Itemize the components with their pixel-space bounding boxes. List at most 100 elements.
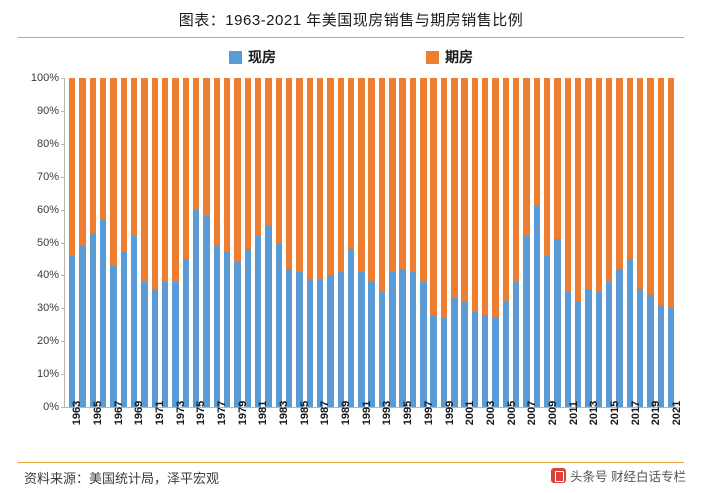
bar-stack[interactable] [647, 78, 654, 407]
bar-stack[interactable] [89, 78, 97, 407]
bar-stack[interactable] [430, 78, 437, 407]
bar-segment-existing-homes [110, 265, 117, 407]
bar-stack[interactable] [68, 78, 76, 407]
bar-segment-new-homes [616, 78, 623, 269]
bar-stack[interactable] [420, 78, 427, 407]
bar-stack[interactable] [265, 78, 272, 407]
bar-stack[interactable] [99, 78, 107, 407]
bar-stack[interactable] [513, 78, 520, 407]
bar-stack[interactable] [337, 78, 344, 407]
bar-segment-new-homes [244, 78, 251, 250]
bar-segment-existing-homes [595, 291, 603, 407]
bar-stack[interactable] [203, 78, 210, 407]
bar-stack[interactable] [368, 78, 375, 407]
bar-stack[interactable] [192, 78, 200, 407]
bar-segment-new-homes [606, 78, 613, 282]
bar-segment-existing-homes [89, 232, 97, 407]
bar-segment-new-homes [234, 78, 241, 263]
bar-slot [542, 78, 552, 407]
bar-segment-new-homes [254, 78, 262, 236]
bar-stack[interactable] [316, 78, 324, 407]
bar-stack[interactable] [564, 78, 572, 407]
bar-slot [170, 78, 180, 407]
bar-stack[interactable] [657, 78, 665, 407]
bar-slot [563, 78, 573, 407]
bar-stack[interactable] [285, 78, 293, 407]
bar-stack[interactable] [523, 78, 530, 407]
x-axis-slot [138, 409, 148, 465]
y-axis-tick [61, 110, 65, 112]
bar-stack[interactable] [151, 78, 158, 407]
bar-stack[interactable] [544, 78, 551, 407]
bar-stack[interactable] [358, 78, 365, 407]
x-axis-slot: 1977 [211, 401, 228, 465]
bar-stack[interactable] [668, 78, 675, 407]
y-axis-tick [61, 374, 65, 376]
bar-stack[interactable] [461, 78, 468, 407]
x-axis-slot [345, 409, 355, 465]
bar-stack[interactable] [575, 78, 582, 407]
bar-stack[interactable] [141, 78, 148, 407]
x-axis-slot [490, 409, 500, 465]
bar-stack[interactable] [130, 78, 138, 407]
bar-stack[interactable] [79, 78, 86, 407]
bar-stack[interactable] [502, 78, 510, 407]
bar-segment-new-homes [306, 78, 313, 279]
legend-item-new: 期房 [426, 47, 473, 67]
bar-stack[interactable] [120, 78, 127, 407]
bar-stack[interactable] [554, 78, 561, 407]
bar-stack[interactable] [626, 78, 634, 407]
bar-stack[interactable] [595, 78, 603, 407]
bar-stack[interactable] [347, 78, 355, 407]
bar-stack[interactable] [327, 78, 334, 407]
bar-stack[interactable] [234, 78, 241, 407]
bar-stack[interactable] [616, 78, 623, 407]
bar-stack[interactable] [110, 78, 117, 407]
bar-segment-new-homes [554, 78, 561, 240]
bar-segment-existing-homes [626, 258, 634, 407]
bar-stack[interactable] [409, 78, 417, 407]
bar-stack[interactable] [399, 78, 406, 407]
bar-stack[interactable] [244, 78, 251, 407]
bar-slot [294, 78, 304, 407]
x-axis-slot [159, 409, 169, 465]
bar-stack[interactable] [637, 78, 644, 407]
bar-stack[interactable] [492, 78, 499, 407]
bar-stack[interactable] [275, 78, 282, 407]
bar-stack[interactable] [254, 78, 262, 407]
bar-segment-new-homes [358, 78, 365, 273]
y-axis-label: 100% [30, 72, 59, 84]
bar-segment-existing-homes [285, 268, 293, 407]
bar-stack[interactable] [440, 78, 448, 407]
bar-stack[interactable] [606, 78, 613, 407]
bar-stack[interactable] [533, 78, 541, 407]
bar-slot [490, 78, 500, 407]
bar-stack[interactable] [223, 78, 231, 407]
bar-stack[interactable] [471, 78, 479, 407]
bar-stack[interactable] [389, 78, 396, 407]
bar-segment-new-homes [316, 78, 324, 279]
x-axis-slot [325, 409, 335, 465]
bar-segment-new-homes [389, 78, 396, 273]
x-axis-slot [552, 409, 562, 465]
bar-stack[interactable] [213, 78, 220, 407]
bar-stack[interactable] [482, 78, 489, 407]
x-axis-slot: 1999 [438, 401, 456, 465]
x-axis-slot: 1973 [169, 401, 187, 465]
bar-stack[interactable] [451, 78, 458, 407]
bar-segment-new-homes [110, 78, 117, 266]
bar-stack[interactable] [306, 78, 313, 407]
x-axis-slot: 2019 [645, 401, 662, 465]
bar-stack[interactable] [172, 78, 179, 407]
bar-stack[interactable] [182, 78, 189, 407]
bar-slot [521, 78, 531, 407]
bar-stack[interactable] [585, 78, 592, 407]
x-axis-slot [304, 409, 314, 465]
bar-stack[interactable] [161, 78, 169, 407]
bar-series-container [65, 78, 678, 407]
bar-stack[interactable] [378, 78, 386, 407]
bar-segment-new-homes [451, 78, 458, 299]
bar-slot [119, 78, 129, 407]
title-divider [18, 37, 684, 38]
bar-stack[interactable] [296, 78, 303, 407]
